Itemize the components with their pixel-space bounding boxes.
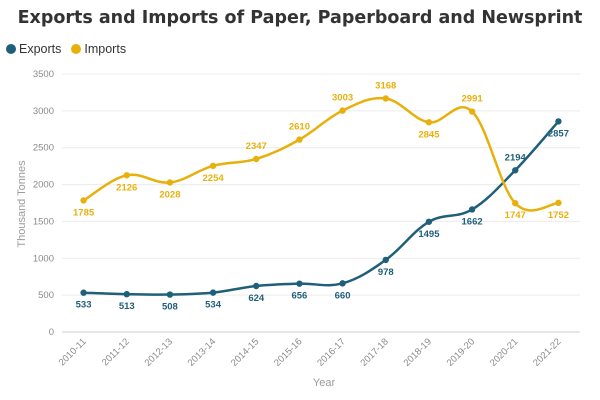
exports-point-2011-12	[123, 290, 130, 298]
imports-point-2021-22	[555, 199, 562, 207]
exports-point-2020-21	[512, 167, 519, 174]
exports-label-2012-13: 508	[162, 302, 178, 313]
imports-label-2017-18: 3168	[375, 80, 396, 91]
exports-point-2010-11	[80, 289, 87, 296]
y-tick-labels: 0 500 1000 1500 2000 2500 3000 3500	[33, 69, 54, 338]
y-tick-0: 0	[49, 327, 54, 338]
y-tick-3000: 3000	[33, 106, 54, 117]
imports-label-2015-16: 2610	[289, 122, 310, 133]
imports-point-2012-13	[166, 179, 174, 186]
y-axis-title: Thousand Tonnes	[16, 160, 28, 248]
imports-point-2015-16	[296, 136, 303, 143]
x-tick-2020-21: 2020-21	[488, 336, 520, 368]
legend-item-exports[interactable]: Exports	[6, 42, 61, 56]
y-tick-3500: 3500	[33, 69, 54, 80]
imports-label-2020-21: 1747	[505, 210, 526, 221]
y-tick-2000: 2000	[33, 180, 54, 191]
legend-item-imports[interactable]: Imports	[71, 42, 126, 56]
x-axis-title: Year	[313, 377, 336, 389]
exports-point-2017-18	[382, 256, 389, 264]
imports-label-2013-14: 2254	[203, 173, 225, 184]
y-tick-500: 500	[38, 290, 54, 301]
exports-point-2019-20	[468, 206, 476, 213]
imports-point-2018-19	[425, 119, 433, 126]
x-tick-2010-11: 2010-11	[57, 336, 89, 368]
imports-label-2021-22: 1752	[548, 210, 569, 221]
exports-point-2013-14	[209, 289, 217, 296]
x-tick-2011-12: 2011-12	[100, 336, 132, 368]
x-tick-2014-15: 2014-15	[229, 336, 261, 368]
x-tick-2012-13: 2012-13	[143, 336, 175, 368]
legend: Exports Imports	[6, 42, 126, 56]
imports-point-2013-14	[209, 162, 217, 170]
imports-point-2019-20	[468, 108, 476, 115]
exports-point-2012-13	[166, 291, 174, 298]
exports-point-2018-19	[425, 218, 433, 225]
imports-point-2011-12	[123, 172, 130, 179]
x-tick-2017-18: 2017-18	[358, 336, 390, 368]
exports-point-2014-15	[253, 282, 260, 290]
imports-label-2019-20: 2991	[462, 94, 484, 105]
series-points	[80, 95, 562, 298]
exports-point-2015-16	[296, 280, 303, 287]
imports-point-2017-18	[382, 95, 389, 102]
imports-label-2011-12: 2126	[116, 182, 137, 193]
exports-label-2016-17: 660	[335, 290, 351, 301]
imports-label-2016-17: 3003	[332, 93, 353, 104]
exports-label-2014-15: 624	[248, 293, 265, 304]
exports-label-2011-12: 513	[119, 301, 135, 312]
legend-label-exports: Exports	[19, 42, 62, 56]
imports-point-2016-17	[339, 107, 346, 114]
chart-title: Exports and Imports of Paper, Paperboard…	[17, 8, 583, 28]
x-tick-2015-16: 2015-16	[272, 336, 304, 368]
exports-label-2015-16: 656	[291, 291, 307, 302]
grid-lines	[62, 73, 580, 333]
data-labels: 533 513 508 534 624 656 660 978 1495 1662 2194 2857…	[73, 80, 569, 312]
exports-label-2017-18: 978	[378, 267, 394, 278]
x-tick-2019-20: 2019-20	[445, 336, 477, 368]
y-tick-1500: 1500	[33, 216, 54, 227]
imports-label-2018-19: 2845	[418, 129, 440, 140]
legend-marker-exports	[6, 44, 16, 54]
x-tick-2013-14: 2013-14	[186, 336, 218, 368]
imports-label-2010-11: 1785	[73, 207, 95, 218]
exports-point-2016-17	[339, 280, 346, 287]
exports-label-2019-20: 1662	[462, 216, 483, 227]
x-tick-labels: 2010-11 2011-12 2012-13 2013-14 2014-15 2015-…	[57, 336, 564, 368]
exports-point-2021-22	[555, 118, 562, 125]
legend-label-imports: Imports	[84, 42, 127, 56]
x-tick-2021-22: 2021-22	[531, 336, 563, 368]
imports-label-2012-13: 2028	[159, 190, 180, 201]
exports-label-2020-21: 2194	[505, 152, 527, 163]
x-tick-2018-19: 2018-19	[402, 336, 434, 368]
imports-label-2014-15: 2347	[246, 141, 267, 152]
exports-label-2021-22: 2857	[548, 128, 569, 139]
series-lines	[82, 96, 560, 296]
imports-point-2014-15	[253, 155, 260, 163]
imports-line	[82, 96, 560, 212]
exports-label-2018-19: 1495	[418, 229, 440, 240]
imports-point-2020-21	[512, 200, 519, 207]
imports-point-2010-11	[80, 197, 87, 204]
x-tick-2016-17: 2016-17	[315, 336, 347, 368]
exports-label-2010-11: 533	[76, 300, 92, 311]
y-tick-2500: 2500	[33, 143, 54, 154]
y-tick-1000: 1000	[33, 253, 54, 264]
exports-label-2013-14: 534	[205, 300, 222, 311]
legend-marker-imports	[71, 44, 82, 54]
